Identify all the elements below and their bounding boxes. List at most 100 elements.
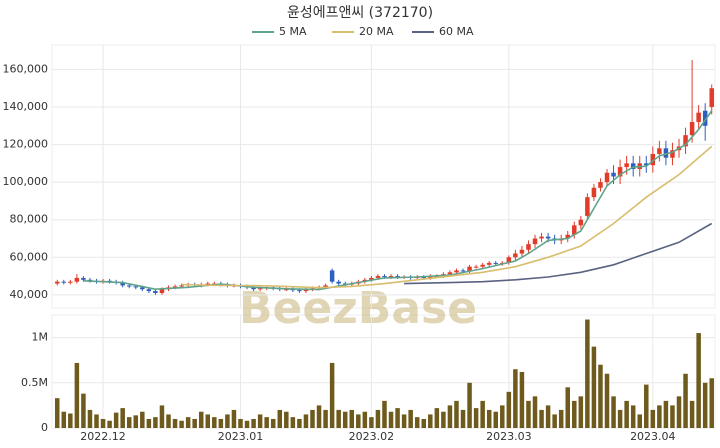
candle-body [467,266,472,272]
legend-label: 5 MA [279,25,307,38]
volume-bar [683,373,688,428]
volume-bar [388,411,394,428]
volume-bar [198,411,204,428]
volume-bar [513,369,518,428]
volume-bar [264,417,269,428]
volume-bar [650,409,656,428]
volume-bar [414,417,420,428]
volume-bar [441,411,446,428]
candle-body [572,225,577,235]
y-tick-label: 140,000 [3,100,49,113]
candle-body [297,290,302,292]
candle-body [506,257,512,263]
candle-body [565,234,570,239]
volume-bar [74,362,80,428]
candle-body [585,197,590,216]
candle-body [670,150,675,158]
volume-bar [395,408,400,428]
volume-bar [277,409,283,428]
volume-bar [316,405,322,428]
volume-bar [107,420,112,428]
volume-bar [251,418,256,428]
volume-bar [329,362,335,428]
candle-body [604,172,610,183]
candle-body [630,163,636,169]
volume-bar [310,409,315,428]
ma-line [404,222,713,285]
volume-bar [349,409,355,428]
watermark: BeezBase [239,283,477,334]
volume-bar [578,396,584,428]
candle-body [539,236,544,239]
volume-bar [480,400,485,428]
volume-bar [539,409,544,428]
candle-body [54,281,60,284]
volume-bar [297,418,302,428]
y-tick-label: 1M [32,331,49,344]
volume-bar [630,405,636,428]
volume-bar [473,408,479,428]
volume-bar [100,418,106,428]
candle-body [303,289,309,292]
candle-body [598,182,603,188]
volume-bar [519,371,525,428]
volume-bar [68,413,73,428]
candle-body [473,266,479,268]
volume-bar [146,418,152,428]
volume-bar [506,391,512,428]
candle-body [159,289,165,293]
candle-body [251,287,256,290]
y-tick-label: 60,000 [10,250,49,263]
volume-bar [689,400,695,428]
candle-body [126,285,132,287]
volume-bar [205,414,211,428]
volume-bar [140,411,145,428]
volume-bar [428,414,433,428]
candle-body [133,286,139,288]
volume-bar [225,414,230,428]
volume-bar [526,400,531,428]
volume-bar [663,400,669,428]
volume-bar [323,409,328,428]
candle-body [617,167,623,177]
candle-body [447,272,453,275]
candle-body [81,277,86,280]
volume-bar [362,411,368,428]
volume-bar [126,417,132,428]
volume-bar [670,405,675,428]
y-tick-label: 0.5M [21,376,48,389]
y-tick-label: 120,000 [3,138,49,151]
candle-body [153,291,158,293]
volume-bar [572,400,577,428]
candle-body [172,286,178,288]
volume-bar [290,417,296,428]
volume-bar [81,393,86,428]
candle-body [624,163,629,168]
candle-body [709,88,714,107]
volume-bar [401,414,407,428]
candle-body [480,264,485,267]
candle-body [284,289,289,291]
volume-bar [604,373,610,428]
candle-body [591,187,597,198]
candle-body [146,289,152,292]
volume-bar [284,411,289,428]
volume-bar [159,405,165,428]
volume-bar [238,418,243,428]
volume-bar [552,414,557,428]
volume-bar [382,400,387,428]
volume-bar [212,417,217,428]
volume-bar [342,411,348,428]
volume-bar [257,414,263,428]
volume-bar [218,418,224,428]
volume-bar [493,411,498,428]
volume-bar [421,418,427,428]
candle-body [611,172,616,177]
candle-body [702,110,708,126]
x-tick-label: 2023.03 [486,430,532,443]
volume-bar [408,409,413,428]
candle-body [460,270,466,272]
candle-body [486,262,492,265]
candle-body [663,148,669,158]
